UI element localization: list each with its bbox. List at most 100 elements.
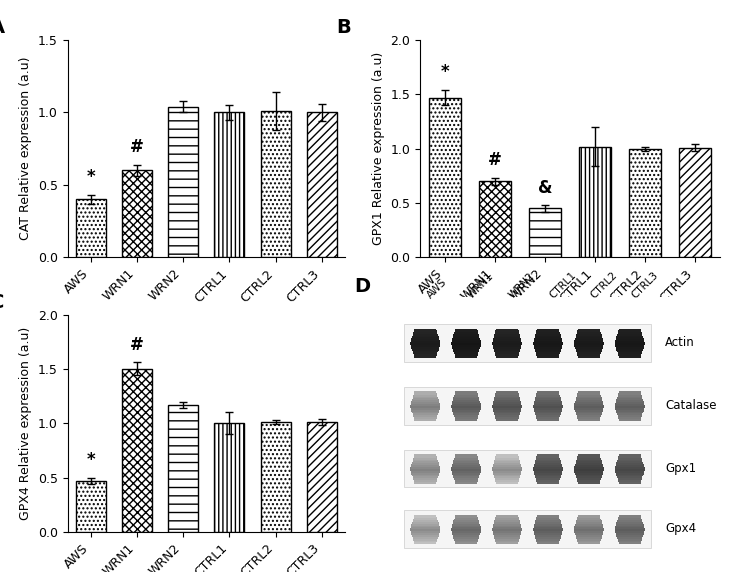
Bar xyxy=(307,422,337,532)
Bar xyxy=(454,517,478,520)
Bar xyxy=(576,535,602,539)
Bar xyxy=(617,414,642,417)
Bar xyxy=(494,521,520,524)
Bar xyxy=(617,397,643,400)
Bar xyxy=(617,477,642,480)
Bar xyxy=(615,344,644,347)
Bar xyxy=(533,467,563,471)
Bar xyxy=(493,470,521,472)
Bar xyxy=(578,353,600,356)
Bar xyxy=(578,479,600,482)
Bar xyxy=(574,403,603,406)
Bar xyxy=(615,526,644,529)
Bar xyxy=(536,521,560,524)
Bar xyxy=(578,480,600,484)
Bar xyxy=(412,534,439,537)
Bar xyxy=(410,404,440,408)
Bar xyxy=(452,344,481,347)
Bar xyxy=(576,349,602,352)
Bar xyxy=(455,355,477,358)
Bar xyxy=(575,410,602,414)
Bar xyxy=(492,467,522,471)
Bar xyxy=(578,454,600,458)
Bar xyxy=(628,149,662,257)
Bar xyxy=(411,344,440,347)
Bar xyxy=(454,477,478,480)
Bar xyxy=(413,351,437,354)
Bar xyxy=(618,331,641,333)
Bar xyxy=(260,111,291,257)
Text: &: & xyxy=(538,178,552,197)
Bar xyxy=(579,146,611,257)
Bar xyxy=(494,462,520,465)
Bar xyxy=(535,399,561,402)
Bar xyxy=(496,355,518,358)
Bar xyxy=(536,537,560,541)
Bar xyxy=(76,481,106,532)
Bar xyxy=(452,528,481,531)
Bar xyxy=(533,340,562,343)
Bar xyxy=(534,401,562,404)
Bar xyxy=(454,349,478,352)
Bar xyxy=(76,200,106,257)
Bar xyxy=(494,349,520,352)
Bar xyxy=(494,464,520,467)
Bar xyxy=(412,408,439,412)
Bar xyxy=(412,338,439,341)
Bar xyxy=(411,470,440,472)
Text: Actin: Actin xyxy=(665,336,694,349)
Bar xyxy=(452,403,481,406)
Text: AWS: AWS xyxy=(425,276,448,300)
Bar xyxy=(537,480,559,484)
Bar xyxy=(577,351,601,354)
Bar xyxy=(404,324,651,362)
Bar xyxy=(574,344,603,347)
Bar xyxy=(575,347,602,351)
Bar xyxy=(414,479,436,482)
Bar xyxy=(452,341,481,345)
Bar xyxy=(455,418,477,421)
Bar xyxy=(618,539,641,542)
Bar xyxy=(454,460,478,463)
Bar xyxy=(495,477,519,480)
Bar xyxy=(616,531,644,535)
Text: Catalase: Catalase xyxy=(665,399,716,412)
Bar xyxy=(168,405,198,532)
Y-axis label: CAT Relative expression (a.u): CAT Relative expression (a.u) xyxy=(20,57,32,240)
Bar xyxy=(495,537,519,541)
Bar xyxy=(411,403,440,406)
Text: #: # xyxy=(130,336,144,353)
Bar xyxy=(454,414,478,417)
Bar xyxy=(618,456,641,459)
Bar xyxy=(494,535,520,539)
Bar xyxy=(578,391,600,395)
Bar xyxy=(496,331,518,333)
Bar xyxy=(404,387,651,424)
Bar xyxy=(578,355,600,358)
Bar xyxy=(576,475,602,478)
Bar xyxy=(618,353,641,356)
Text: Gpx4: Gpx4 xyxy=(665,522,696,535)
Bar xyxy=(414,353,436,356)
Bar xyxy=(574,530,603,533)
Text: WRN2: WRN2 xyxy=(507,271,536,300)
Bar xyxy=(453,410,479,414)
Bar xyxy=(452,470,481,472)
Bar xyxy=(536,456,560,459)
Bar xyxy=(454,334,478,337)
Bar xyxy=(618,479,641,482)
Bar xyxy=(452,526,481,529)
Bar xyxy=(413,475,438,478)
Bar xyxy=(455,328,477,332)
Bar xyxy=(575,522,602,526)
Bar xyxy=(577,458,601,462)
Bar xyxy=(452,404,481,408)
Bar xyxy=(616,534,643,537)
Bar xyxy=(494,460,520,463)
Bar xyxy=(574,404,604,408)
Bar xyxy=(453,522,479,526)
Bar xyxy=(576,397,602,400)
Bar xyxy=(260,422,291,532)
Bar xyxy=(537,454,559,458)
Bar xyxy=(478,181,512,257)
